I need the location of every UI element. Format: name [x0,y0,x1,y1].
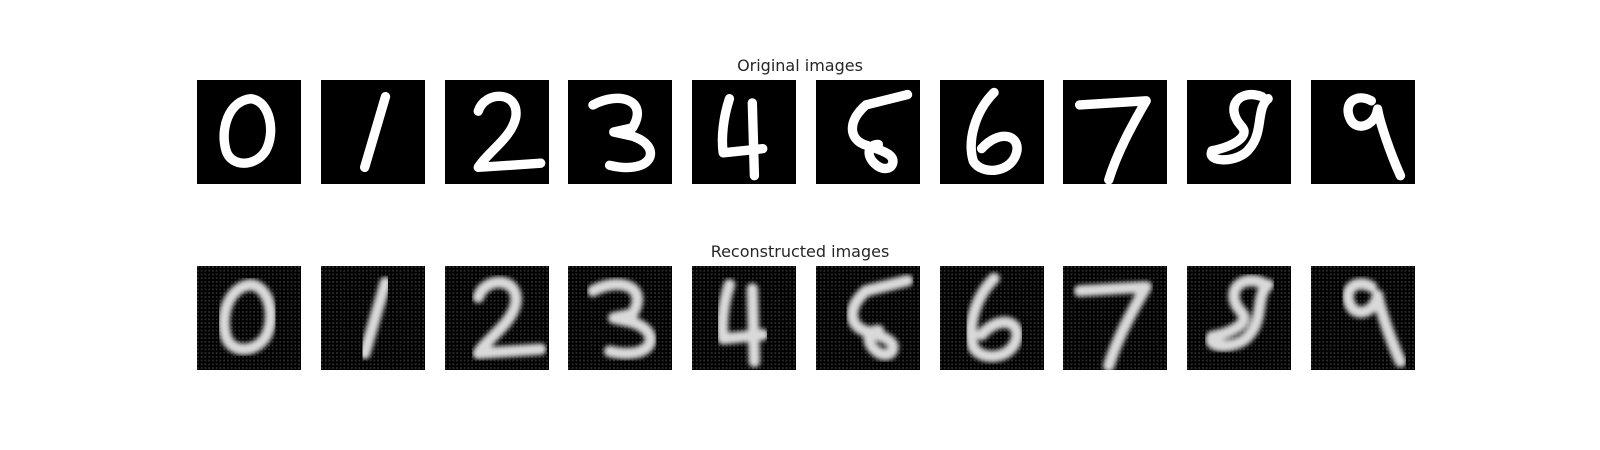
digit-stroke [1075,96,1152,184]
reconstructed-digit-6-image [939,266,1044,370]
digit-stroke [965,272,1023,363]
original-digit-4-image [692,80,796,184]
original-images-row [0,80,1600,184]
reconstructed-images-row [0,266,1600,370]
digit-stroke [847,89,912,174]
digit-stroke [1342,278,1406,368]
reconstructed-digit-3-image [568,266,673,370]
reconstructed-digit-8-image [1187,266,1291,370]
original-digit-7-image [1063,80,1168,184]
original-digit-9-image [1310,80,1415,184]
digit-stroke [1205,275,1274,352]
original-digit-6-image [939,80,1044,184]
digit-stroke [846,274,913,361]
digit-stroke [472,276,546,360]
reconstructed-digit-7-image [1063,266,1168,370]
digit-stroke [716,279,769,368]
reconstructed-digit-2-image [444,266,549,370]
original-digit-8-image [1187,80,1291,184]
reconstructed-digit-9-image [1310,266,1415,370]
digit-stroke [359,91,390,173]
digit-stroke [358,276,391,360]
reconstructed-digit-5-image [815,266,920,370]
reconstructed-images-title: Reconstructed images [710,242,890,261]
digit-stroke [587,278,657,360]
reconstructed-digit-1-image [320,266,425,370]
original-digit-3-image [568,80,673,184]
digit-stroke [1343,93,1405,181]
digit-stroke [717,94,768,181]
digit-stroke [1074,281,1153,370]
original-images-title: Original images [737,56,863,75]
original-digit-2-image [444,80,549,184]
digit-stroke [473,91,545,173]
digit-stroke [1206,90,1273,165]
digit-stroke [966,87,1022,175]
reconstructed-digit-4-image [692,266,796,370]
original-digit-1-image [320,80,425,184]
digit-stroke [588,93,656,173]
reconstructed-digit-0-image [197,266,301,370]
digit-stroke [219,94,276,168]
original-digit-0-image [197,80,301,184]
original-digit-5-image [815,80,920,184]
digit-stroke [218,279,277,355]
